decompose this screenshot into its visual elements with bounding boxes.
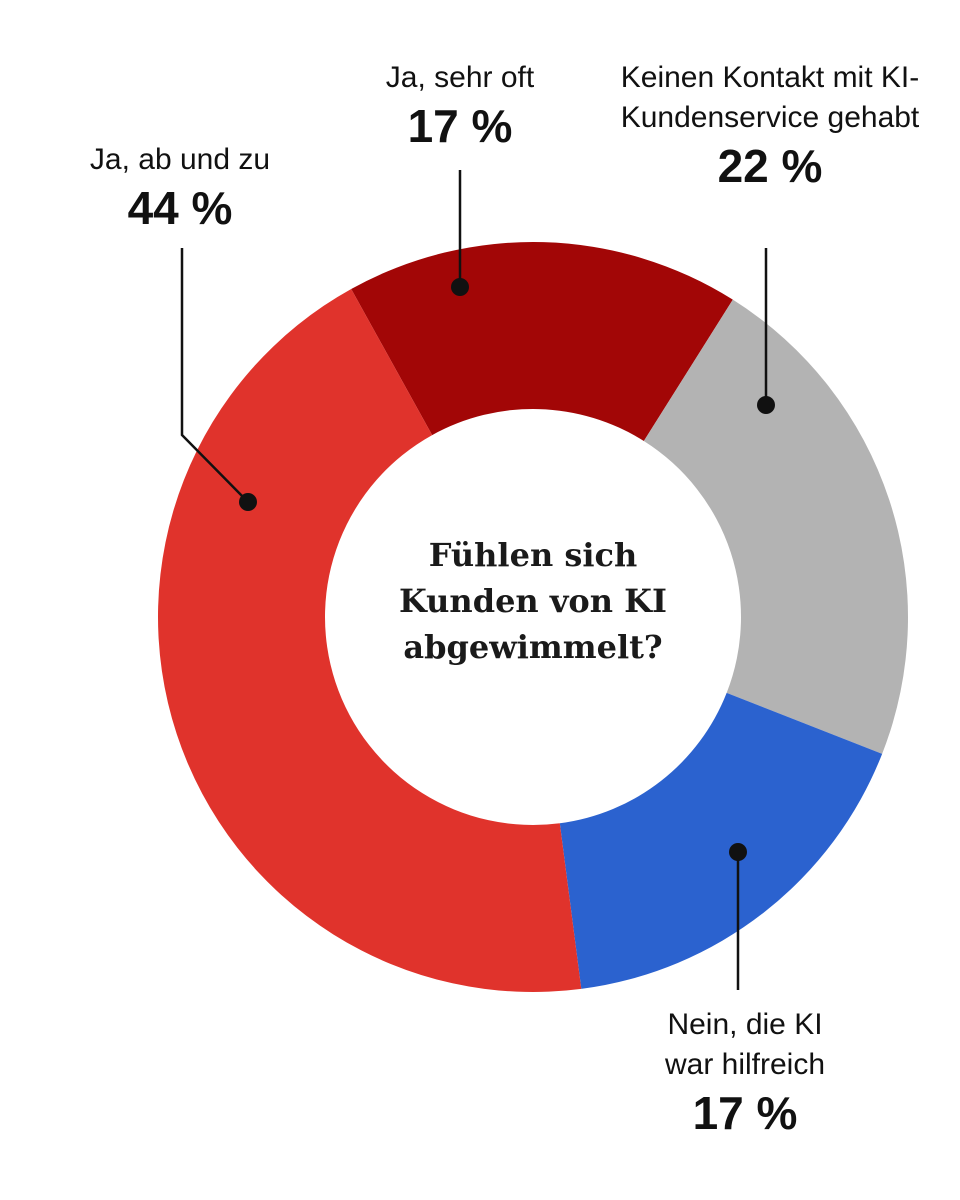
leader-dot bbox=[239, 493, 257, 511]
value-label: 22 % bbox=[717, 140, 823, 192]
value-label: 17 % bbox=[692, 1087, 798, 1139]
segment-label: Ja, sehr oft 17 % bbox=[330, 58, 590, 154]
segment-label: Keinen Kontakt mit KI-Kundenservice geha… bbox=[615, 58, 925, 194]
donut-segment bbox=[157, 289, 582, 993]
value-label: 44 % bbox=[127, 182, 233, 234]
chart-title: Fühlen sich Kunden von KI abgewimmelt? bbox=[399, 536, 667, 666]
category-label: Nein, die KI war hilfreich bbox=[664, 1008, 826, 1081]
donut-segment bbox=[643, 299, 908, 754]
category-label: Ja, sehr oft bbox=[385, 61, 535, 94]
category-label: Ja, ab und zu bbox=[89, 143, 271, 176]
donut-segment bbox=[351, 241, 733, 441]
category-label: Keinen Kontakt mit KI-Kundenservice geha… bbox=[620, 61, 920, 134]
leader-dot bbox=[729, 843, 747, 861]
leader-dot bbox=[757, 396, 775, 414]
leader-line bbox=[180, 248, 249, 503]
segment-label: Ja, ab und zu 44 % bbox=[60, 140, 300, 236]
value-label: 17 % bbox=[407, 100, 513, 152]
segment-label: Nein, die KI war hilfreich 17 % bbox=[640, 1005, 850, 1141]
donut-segment bbox=[559, 692, 883, 989]
leader-dot bbox=[451, 278, 469, 296]
